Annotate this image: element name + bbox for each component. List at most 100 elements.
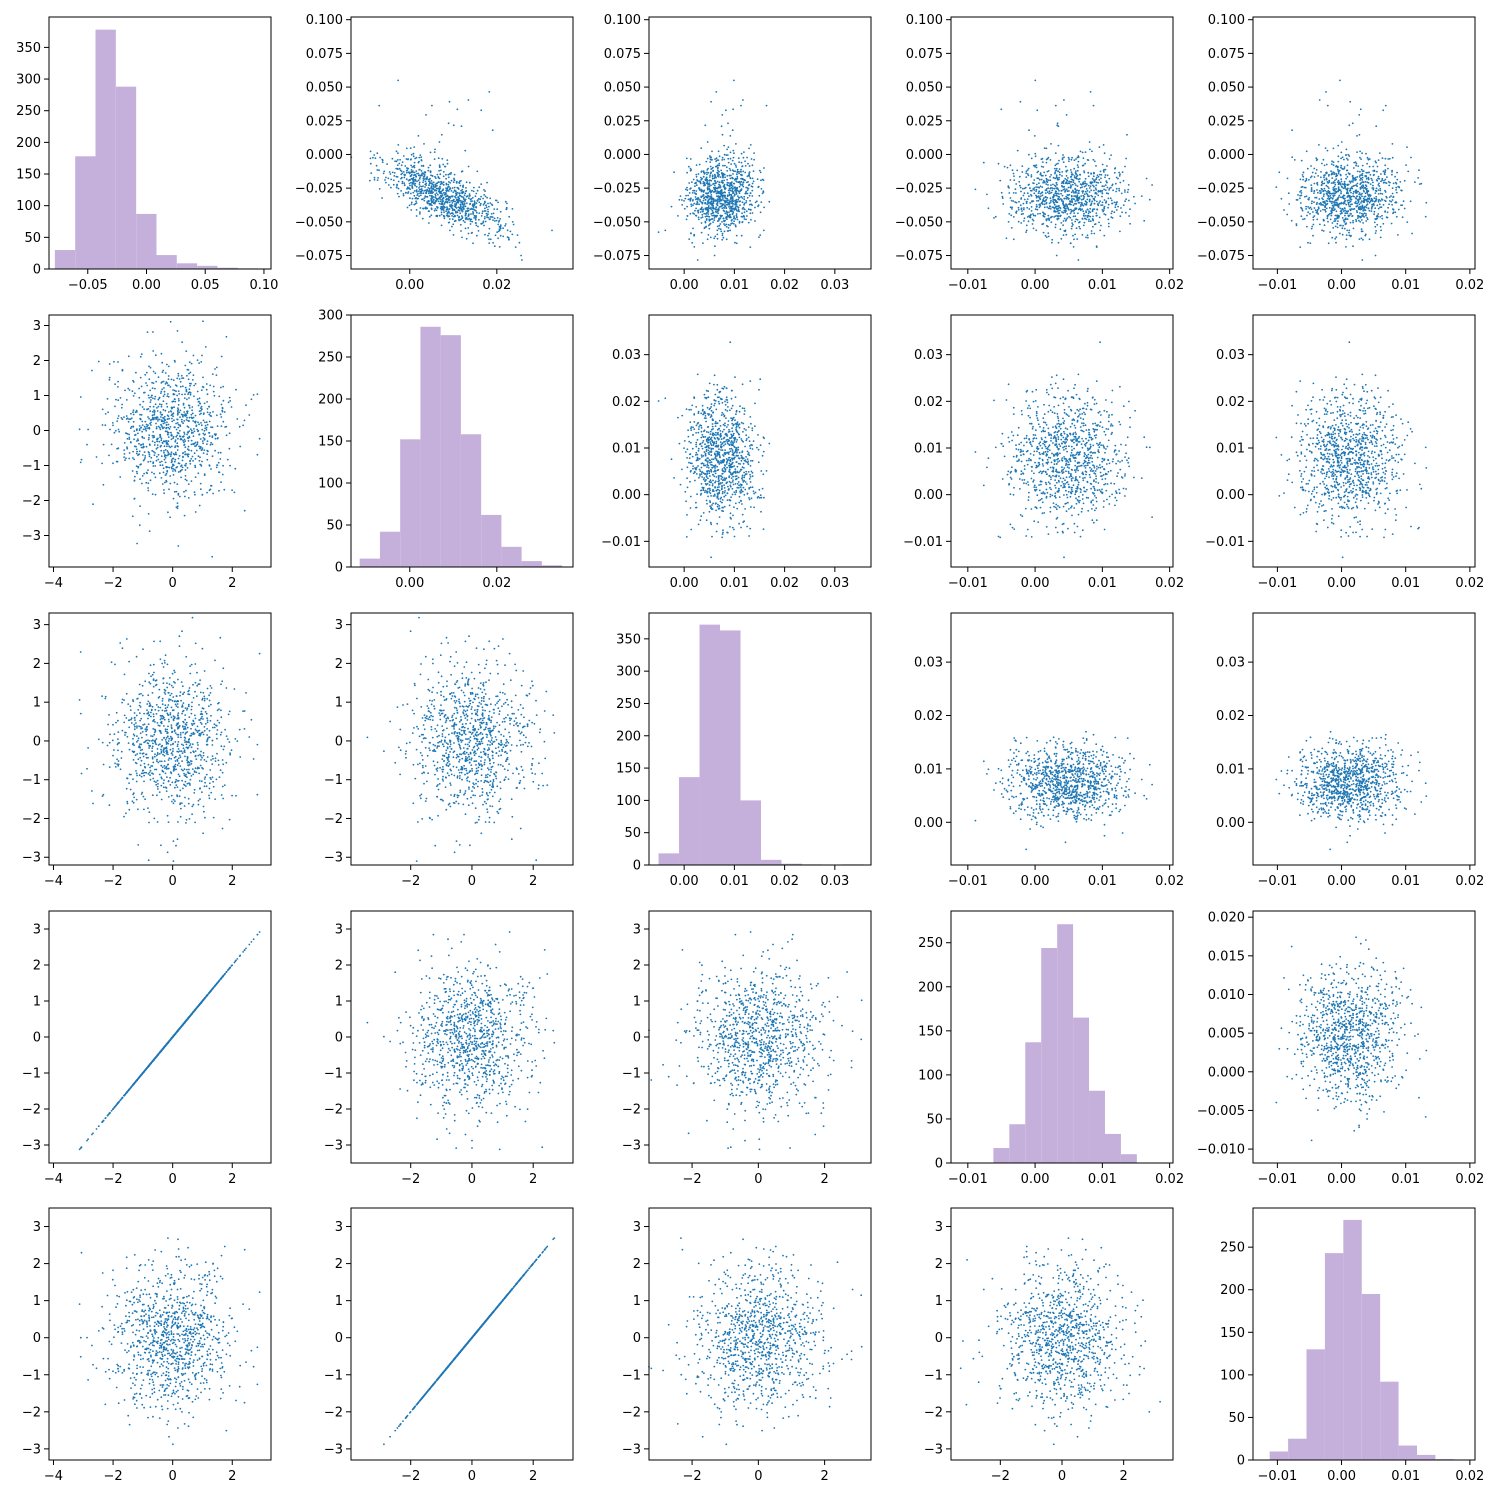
point-0-2-103 <box>721 232 724 235</box>
point-1-0-275 <box>160 382 163 384</box>
point-1-0-691 <box>143 472 146 475</box>
point-1-0-47 <box>230 406 233 408</box>
point-0-4-798 <box>1335 199 1338 202</box>
point-0-1-995 <box>436 214 439 217</box>
point-0-4-909 <box>1367 158 1370 161</box>
point-0-3-995 <box>1086 214 1089 217</box>
point-0-4-800 <box>1332 161 1335 164</box>
point-0-3-813 <box>1091 181 1094 184</box>
point-0-4-764 <box>1324 205 1326 208</box>
point-1-0-628 <box>117 386 119 388</box>
point-0-1-727 <box>440 208 443 211</box>
point-0-1-943 <box>426 189 429 192</box>
point-1-0-250 <box>186 374 188 377</box>
point-0-1-954 <box>392 183 395 186</box>
point-0-3-869 <box>1083 203 1086 205</box>
point-0-2-814 <box>722 173 725 176</box>
point-0-1-661 <box>413 161 416 164</box>
point-0-3-177 <box>1107 203 1110 206</box>
point-0-3-830 <box>1036 171 1039 174</box>
point-0-4-658 <box>1395 189 1397 191</box>
point-0-4-623 <box>1336 222 1339 225</box>
point-0-4-391 <box>1348 180 1351 183</box>
point-0-4-509 <box>1361 176 1364 179</box>
point-0-2-708 <box>706 141 709 143</box>
point-0-2-958 <box>728 185 731 188</box>
point-0-2-952 <box>716 220 719 223</box>
point-0-3-777 <box>1084 151 1087 154</box>
point-0-3-455 <box>1088 218 1090 221</box>
point-0-3-126 <box>1054 215 1057 218</box>
point-0-1-264 <box>406 186 409 189</box>
point-0-2-989 <box>733 208 736 211</box>
point-0-4-990 <box>1343 227 1346 230</box>
point-0-1-675 <box>415 156 418 159</box>
point-1-0-789 <box>101 462 103 465</box>
point-0-4-247 <box>1409 200 1412 203</box>
point-0-3-666 <box>1067 156 1070 159</box>
point-1-0-63 <box>211 555 214 558</box>
point-0-1-669 <box>406 167 409 170</box>
point-0-4-905 <box>1355 210 1358 212</box>
point-0-2-418 <box>740 180 743 183</box>
point-1-0-791 <box>194 458 197 460</box>
point-0-4-664 <box>1377 199 1380 202</box>
point-0-1-498 <box>419 185 421 188</box>
point-0-4-984 <box>1387 206 1389 209</box>
point-0-2-113 <box>683 200 685 202</box>
point-0-4-603 <box>1373 197 1376 200</box>
point-0-2-955 <box>695 203 698 206</box>
point-0-2-376 <box>729 157 732 160</box>
point-0-1-935 <box>462 196 464 199</box>
point-0-3-425 <box>1049 176 1051 178</box>
point-0-4-532 <box>1366 217 1368 219</box>
point-0-3-452 <box>1026 169 1029 171</box>
point-0-3-215 <box>1092 215 1094 218</box>
point-0-1-903 <box>431 183 433 185</box>
point-1-0-600 <box>151 387 154 389</box>
point-0-2-147 <box>688 192 691 194</box>
point-0-3-430 <box>1045 201 1048 204</box>
point-0-1-779 <box>455 198 458 201</box>
point-0-4-731 <box>1417 177 1419 179</box>
point-0-4-710 <box>1323 224 1326 227</box>
point-0-1-115 <box>386 163 388 166</box>
point-0-3-423 <box>1105 202 1107 204</box>
point-1-0-170 <box>180 418 183 421</box>
point-1-0-518 <box>148 530 151 532</box>
point-1-0-810 <box>78 428 81 431</box>
point-0-3-988 <box>1087 171 1090 174</box>
point-0-3-253 <box>1046 178 1048 181</box>
point-0-3-137 <box>1074 182 1076 185</box>
point-1-0-603 <box>172 437 175 440</box>
point-0-2-674 <box>670 205 673 208</box>
point-1-0-482 <box>174 426 176 428</box>
point-0-1-623 <box>480 222 482 225</box>
point-0-4-305 <box>1311 200 1313 203</box>
point-0-4-771 <box>1353 161 1356 164</box>
point-0-2-868 <box>727 189 730 192</box>
point-0-2-452 <box>690 169 693 171</box>
point-0-2-981 <box>742 181 745 184</box>
point-0-3-591 <box>1052 201 1055 204</box>
point-0-3-116 <box>1097 194 1100 197</box>
point-0-4-943 <box>1339 189 1342 192</box>
point-0-1-818 <box>445 189 448 192</box>
point-0-4-999 <box>1275 186 1278 189</box>
point-0-1-315 <box>396 159 399 161</box>
point-0-4-952 <box>1337 220 1339 223</box>
point-0-4-249 <box>1361 172 1364 175</box>
point-0-4-775 <box>1328 212 1331 215</box>
point-0-2-54 <box>679 195 682 198</box>
point-0-3-399 <box>1030 206 1033 208</box>
point-0-1-227 <box>456 186 459 189</box>
point-0-1-814 <box>445 173 447 176</box>
point-0-4-100 <box>1305 205 1307 208</box>
point-0-2-803 <box>747 187 750 190</box>
point-0-3-664 <box>1110 199 1113 202</box>
point-0-2-740 <box>727 227 730 229</box>
point-0-1-605 <box>455 180 458 183</box>
point-0-3-507 <box>1045 147 1048 150</box>
point-0-1-910 <box>439 183 442 186</box>
point-0-1-532 <box>496 217 499 219</box>
